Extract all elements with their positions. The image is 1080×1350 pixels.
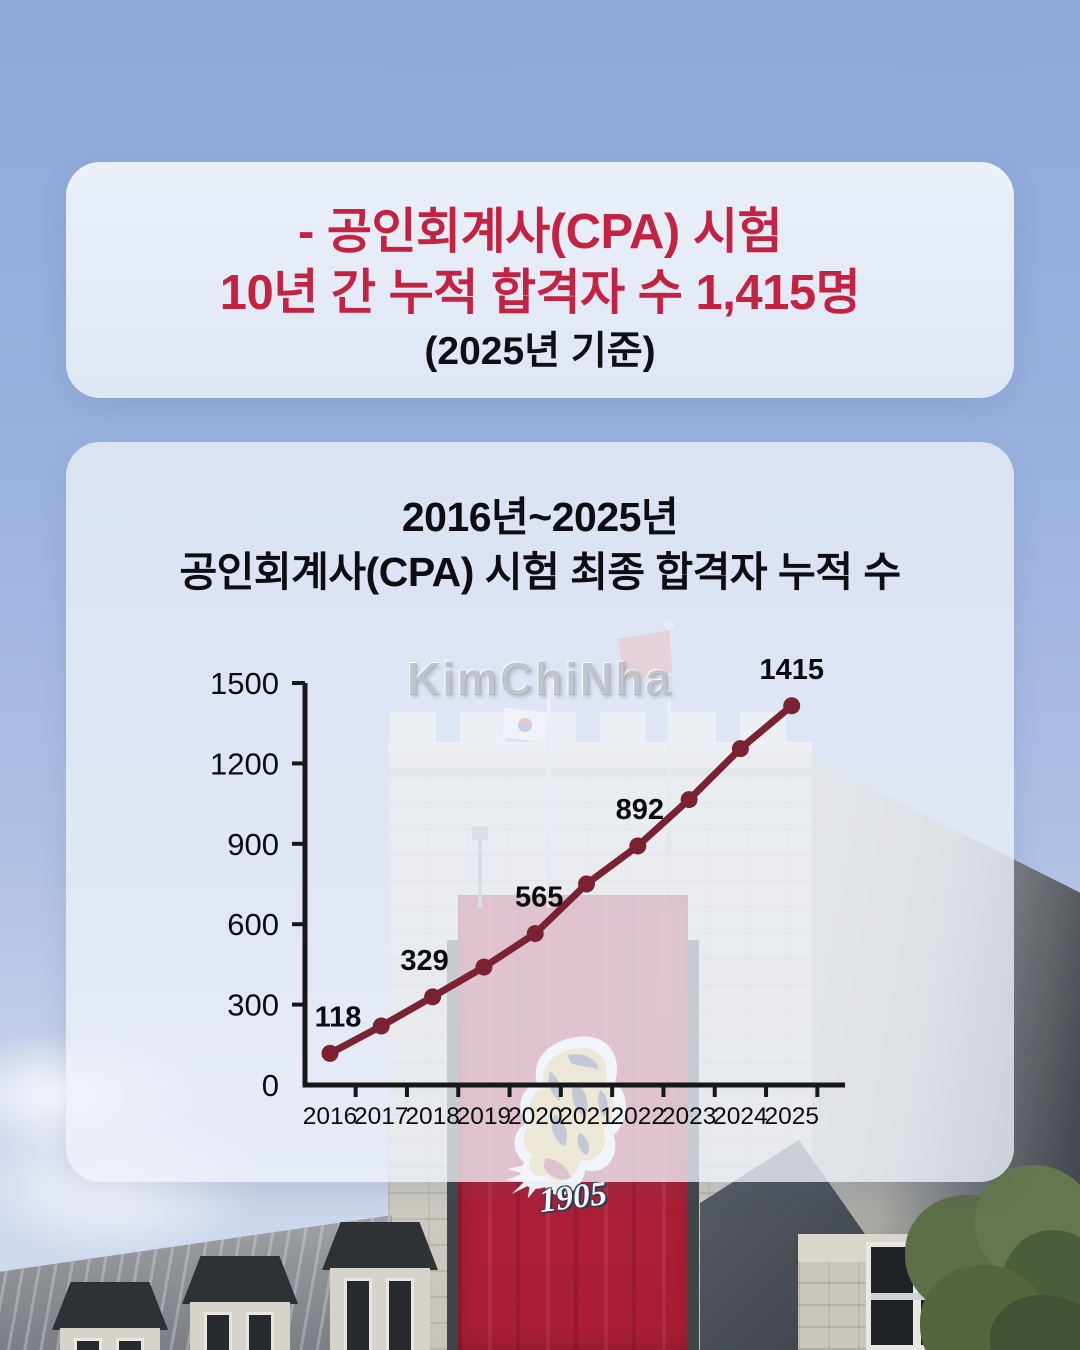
svg-text:300: 300 (227, 988, 279, 1023)
svg-text:2024: 2024 (713, 1103, 768, 1130)
headline-card: - 공인회계사(CPA) 시험 10년 간 누적 합격자 수 1,415명 (2… (66, 162, 1014, 398)
chart-title: 2016년~2025년 공인회계사(CPA) 시험 최종 합격자 누적 수 (66, 490, 1014, 600)
dormer-roof (322, 1222, 438, 1270)
svg-text:900: 900 (227, 827, 279, 862)
svg-text:118: 118 (315, 1001, 362, 1033)
headline-line1: - 공인회계사(CPA) 시험 (297, 205, 783, 259)
svg-text:2021: 2021 (559, 1103, 614, 1130)
data-labels: 118 329 565 892 1415 (315, 654, 824, 1034)
svg-text:2019: 2019 (457, 1103, 512, 1130)
svg-text:1200: 1200 (210, 746, 279, 781)
dormer-face (190, 1302, 290, 1350)
watermark-text: KimChiNha (407, 653, 673, 705)
headline-basis-note: (2025년 기준) (424, 330, 656, 373)
dormer-roof (52, 1282, 168, 1330)
series-line (321, 697, 801, 1062)
window (344, 1278, 372, 1350)
dormer-face (330, 1268, 430, 1350)
window (74, 1338, 102, 1350)
svg-text:600: 600 (227, 907, 279, 942)
dormer-face (60, 1328, 160, 1350)
dormer-window (52, 1282, 168, 1350)
window (116, 1338, 144, 1350)
window (386, 1278, 414, 1350)
svg-text:2023: 2023 (662, 1103, 717, 1130)
dormer-window (182, 1256, 298, 1350)
svg-text:2022: 2022 (611, 1103, 666, 1130)
svg-text:2016: 2016 (303, 1103, 358, 1130)
headline-line2: 10년 간 누적 합격자 수 1,415명 (219, 266, 861, 320)
dormer-roof (182, 1256, 298, 1304)
window (204, 1312, 232, 1350)
chart-card: 2016년~2025년 공인회계사(CPA) 시험 최종 합격자 누적 수 Ki… (66, 442, 1014, 1182)
svg-text:2025: 2025 (764, 1103, 819, 1130)
svg-text:2017: 2017 (354, 1103, 409, 1130)
svg-text:1500: 1500 (210, 666, 279, 701)
svg-text:2018: 2018 (405, 1103, 460, 1130)
chart-title-line1: 2016년~2025년 (401, 494, 679, 540)
svg-text:2020: 2020 (508, 1103, 563, 1130)
chart-axes: 0300600900120015002016201720182019202020… (210, 666, 845, 1130)
window (246, 1312, 274, 1350)
svg-text:892: 892 (616, 794, 664, 826)
svg-text:565: 565 (515, 882, 563, 914)
svg-text:1415: 1415 (759, 654, 824, 686)
svg-text:0: 0 (262, 1068, 279, 1103)
cpa-line-chart: 0300600900120015002016201720182019202020… (210, 654, 845, 1130)
svg-text:329: 329 (400, 945, 448, 977)
chart-title-line2: 공인회계사(CPA) 시험 최종 합격자 누적 수 (179, 549, 901, 595)
dormer-window (322, 1222, 438, 1350)
